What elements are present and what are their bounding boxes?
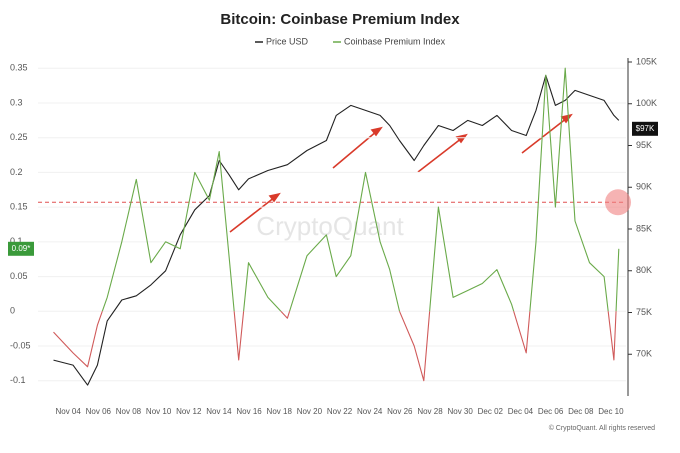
- current-value-label: $97K: [636, 124, 655, 133]
- y2-tick-label: 80K: [636, 265, 652, 275]
- x-tick-label: Nov 08: [116, 407, 142, 416]
- y-tick-label: -0.05: [10, 340, 31, 350]
- x-tick-label: Nov 04: [55, 407, 81, 416]
- x-tick-label: Dec 06: [538, 407, 564, 416]
- y-tick-label: 0.35: [10, 63, 28, 73]
- x-tick-label: Nov 28: [417, 407, 443, 416]
- annotation-arrows: [229, 113, 573, 233]
- x-tick-label: Nov 14: [206, 407, 232, 416]
- watermark: CryptoQuant: [256, 211, 404, 241]
- x-tick-label: Dec 10: [598, 407, 624, 416]
- y-tick-label: 0.25: [10, 132, 28, 142]
- x-tick-label: Nov 22: [327, 407, 353, 416]
- legend-label: Price USD: [266, 36, 309, 46]
- y2-tick-label: 90K: [636, 182, 652, 192]
- x-tick-label: Dec 08: [568, 407, 594, 416]
- x-tick-label: Nov 24: [357, 407, 383, 416]
- x-tick-label: Nov 20: [297, 407, 323, 416]
- x-tick-label: Nov 16: [236, 407, 262, 416]
- y2-tick-label: 75K: [636, 307, 652, 317]
- y-tick-label: 0.2: [10, 167, 23, 177]
- x-tick-label: Dec 02: [478, 407, 504, 416]
- x-tick-label: Nov 18: [267, 407, 293, 416]
- y2-tick-label: 95K: [636, 140, 652, 150]
- y2-tick-label: 70K: [636, 349, 652, 359]
- arrow: [521, 117, 568, 154]
- arrow-head: [455, 133, 468, 144]
- x-tick-label: Nov 12: [176, 407, 202, 416]
- y-tick-label: 0: [10, 306, 15, 316]
- arrow-head: [370, 126, 383, 137]
- y2-tick-label: 85K: [636, 223, 652, 233]
- current-value-box: [8, 241, 34, 256]
- current-value-box: [632, 121, 658, 136]
- y2-tick-label: 105K: [636, 56, 657, 66]
- current-value-label: 0.09*: [12, 244, 31, 253]
- x-tick-label: Dec 04: [508, 407, 534, 416]
- x-tick-label: Nov 06: [86, 407, 112, 416]
- legend-label: Coinbase Premium Index: [344, 36, 446, 46]
- footer: © CryptoQuant. All rights reserved: [549, 424, 655, 432]
- x-tick-label: Nov 10: [146, 407, 172, 416]
- premium-line-positive: [101, 67, 620, 312]
- y-tick-label: 0.15: [10, 202, 28, 212]
- arrow: [229, 196, 276, 233]
- y-tick-label: 0.05: [10, 271, 28, 281]
- y-tick-label: -0.1: [10, 375, 26, 385]
- highlight-circle: [605, 189, 631, 216]
- arrow: [417, 137, 463, 173]
- y-tick-label: 0.1: [10, 236, 23, 246]
- x-tick-label: Nov 26: [387, 407, 413, 416]
- y2-tick-label: 100K: [636, 98, 657, 108]
- y-tick-label: 0.3: [10, 97, 23, 107]
- x-tick-label: Nov 30: [447, 407, 473, 416]
- price-line: [53, 74, 620, 386]
- chart-title: Bitcoin: Coinbase Premium Index: [220, 11, 460, 28]
- arrow: [332, 130, 378, 169]
- arrow-head: [268, 192, 281, 203]
